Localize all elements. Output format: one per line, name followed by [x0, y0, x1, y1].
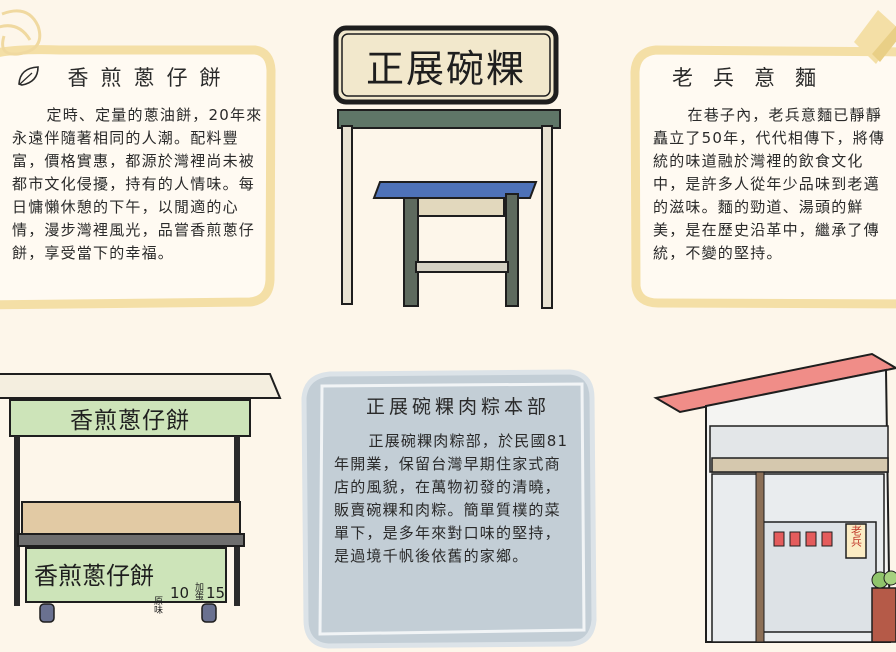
shop-sign-text: 老兵	[850, 525, 863, 548]
zhengzhan-description: 正展碗粿肉粽部，於民國81年開業，保留台灣早期住家式商店的風貌，在萬物初發的清曉…	[334, 432, 569, 565]
scallion-pancake-description: 定時、定量的蔥油餅，20年來永遠伴隨著相同的人潮。配料豐富，價格實惠，都源於灣裡…	[12, 106, 263, 262]
stall-sign-board	[333, 25, 559, 105]
zhengzhan-title: 正展碗粿肉粽本部	[365, 396, 550, 418]
scallion-pancake-title: 香煎蔥仔餅	[67, 66, 233, 90]
leaf-icon	[16, 64, 42, 88]
zhengzhan-stall-illustration: 正展碗粿	[333, 25, 561, 309]
card-frame	[0, 9, 276, 310]
scallion-pancake-card: 香煎蔥仔餅 定時、定量的蔥油餅，20年來永遠伴隨著相同的人潮。配料豐富，價格實惠…	[0, 0, 300, 320]
cart-sign-text: 香煎蔥仔餅	[70, 408, 190, 434]
old-soldier-noodles-description: 在巷子內，老兵意麵已靜靜矗立了50年，代代相傳下，將傳統的味道融於灣裡的飲食文化…	[653, 106, 886, 262]
card-frame	[301, 369, 597, 649]
zhengzhan-card: 正展碗粿肉粽本部 正展碗粿肉粽部，於民國81年開業，保留台灣早期住家式商店的風貌…	[300, 368, 600, 650]
stall-sign-text: 正展碗粿	[366, 47, 526, 91]
card-frame	[630, 10, 896, 309]
menu-egg-price: 15	[206, 584, 225, 602]
cart-menu-name: 香煎蔥仔餅	[34, 562, 154, 590]
menu-original-price: 10	[170, 584, 189, 602]
scallion-pancake-cart-illustration: 香煎蔥仔餅 香煎蔥仔餅 原味 10 加蛋 15	[0, 373, 282, 623]
old-soldier-noodles-title: 老兵意麵	[672, 66, 836, 90]
menu-egg-label: 加蛋	[193, 582, 204, 601]
menu-original-label: 原味	[152, 596, 163, 615]
old-soldier-noodles-card: 老兵意麵 在巷子內，老兵意麵已靜靜矗立了50年，代代相傳下，將傳統的味道融於灣裡…	[626, 0, 896, 320]
old-soldier-shop-illustration: 老兵	[653, 352, 896, 643]
